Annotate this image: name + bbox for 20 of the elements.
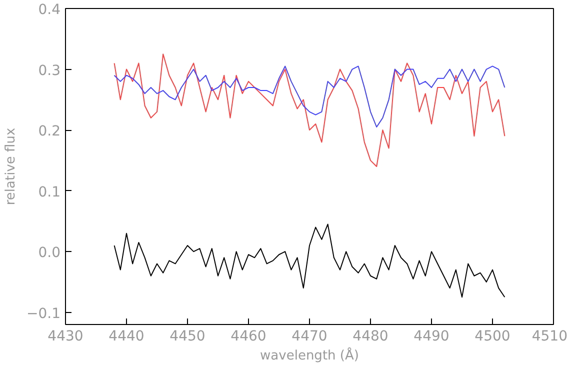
y-tick-label: 0.2 <box>38 124 60 140</box>
x-tick-label: 4470 <box>292 328 328 344</box>
y-tick-label: 0.1 <box>38 184 60 200</box>
x-tick-label: 4510 <box>532 328 567 344</box>
line-series <box>114 66 506 128</box>
line-series <box>114 54 506 167</box>
x-tick-label: 4460 <box>230 328 266 344</box>
x-tick-label: 4490 <box>414 328 450 344</box>
y-tick-label: 0.3 <box>38 62 60 79</box>
x-tick-label: 4450 <box>170 328 206 344</box>
y-tick-label: 0.0 <box>38 245 60 262</box>
y-axis-title: relative flux <box>4 128 19 206</box>
x-tick-label: 4480 <box>352 328 388 344</box>
x-axis-title: wavelength (Å) <box>260 346 359 364</box>
x-tick-label: 4430 <box>48 328 84 344</box>
y-tick-label: 0.4 <box>38 2 61 18</box>
x-tick-label: 4500 <box>474 328 510 344</box>
x-tick-label: 4440 <box>108 328 144 344</box>
y-tick-label: −0.1 <box>26 306 61 322</box>
line-series <box>114 224 506 298</box>
